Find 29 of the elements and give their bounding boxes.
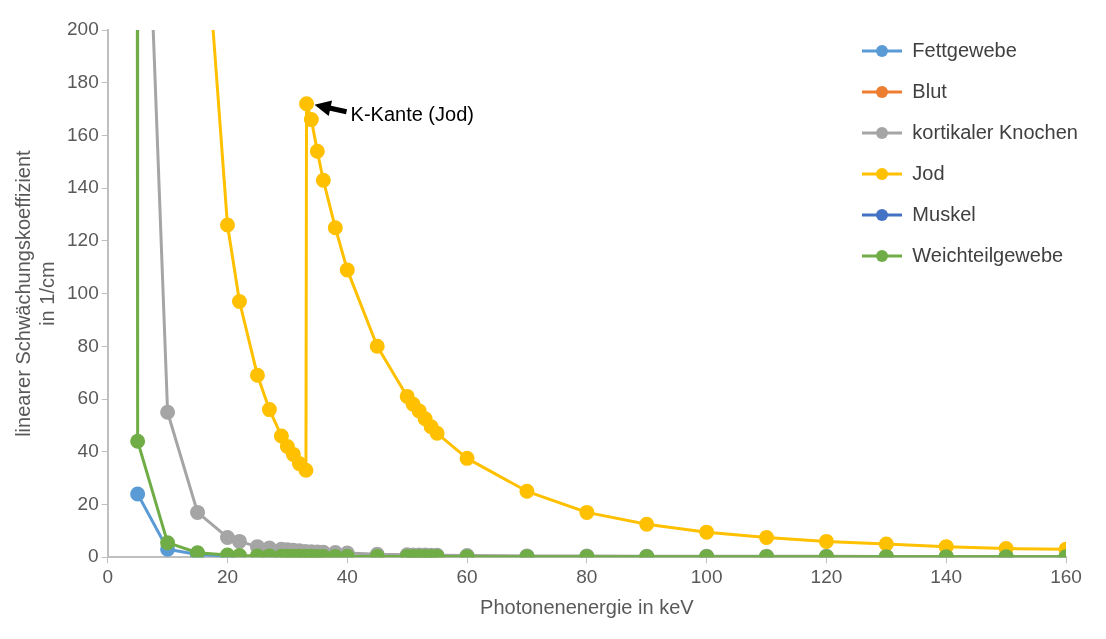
x-tick-label: 20	[216, 565, 239, 587]
y-axis-title: linearer Schwächungskoeffizient in 1/cm	[11, 149, 58, 437]
x-tick-label: 160	[1050, 565, 1082, 587]
x-tick-label: 140	[930, 565, 963, 587]
x-tick-label: 80	[576, 565, 598, 587]
legend-label: Weichteilgewebe	[912, 243, 1064, 268]
x-tick-label: 0	[102, 565, 113, 587]
legend-label: Fettgewebe	[912, 38, 1017, 63]
x-tick-label: 120	[810, 565, 843, 587]
legend-label: Muskel	[912, 202, 976, 227]
y-tick-label: 160	[67, 123, 99, 145]
legend-label: kortikaler Knochen	[912, 120, 1078, 145]
legend-label: Jod	[912, 161, 945, 186]
y-tick-label: 0	[88, 545, 99, 567]
x-tick-label: 40	[336, 565, 358, 587]
y-tick-label: 180	[67, 70, 99, 92]
y-tick-label: 40	[77, 439, 99, 461]
y-tick-label: 200	[67, 18, 99, 40]
x-tick-label: 60	[456, 565, 478, 587]
y-tick-label: 60	[77, 387, 99, 409]
x-axis-title: Photonenenergie in keV	[480, 595, 695, 618]
y-tick-label: 20	[77, 492, 99, 514]
y-tick-label: 120	[67, 229, 99, 251]
y-tick-label: 80	[77, 334, 99, 356]
y-tick-label: 100	[67, 281, 99, 303]
annotation: K-Kante (Jod)	[350, 103, 474, 126]
legend-label: Blut	[912, 79, 947, 104]
y-tick-label: 140	[67, 176, 99, 198]
x-tick-label: 100	[690, 565, 723, 587]
